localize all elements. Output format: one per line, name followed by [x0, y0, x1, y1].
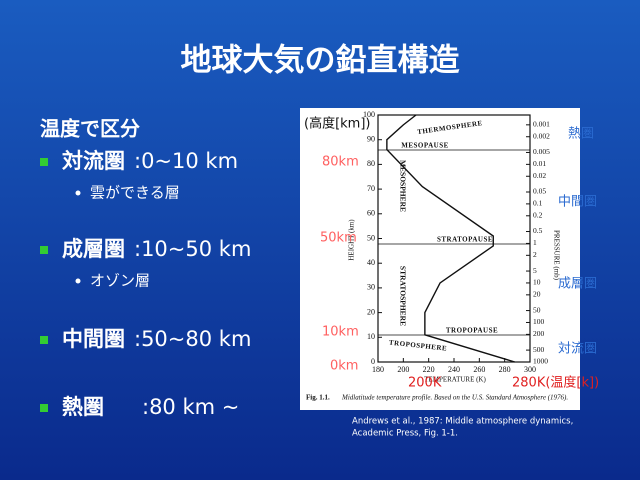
y-tick-label: 50 — [367, 233, 375, 242]
sub-bullet — [75, 190, 81, 196]
annotation: 対流圏 — [558, 342, 597, 357]
item-label: 成層圏 — [62, 237, 125, 261]
caption: Midlatitude temperature profile. Based o… — [341, 394, 568, 402]
item-label: 中間圏 — [62, 327, 125, 351]
bullet — [40, 336, 48, 344]
credit: Academic Press, Fig. 1-1. — [352, 429, 458, 439]
y-tick-label: 30 — [367, 283, 375, 292]
y-tick-label: 100 — [363, 110, 375, 119]
layer-label: STRATOPAUSE — [437, 236, 493, 244]
annotation: 成層圏 — [558, 277, 597, 292]
annotation: (高度[km]) — [304, 116, 370, 132]
y2-tick-label: 0.001 — [533, 120, 550, 129]
x-tick-label: 260 — [473, 365, 485, 374]
annotation: 中間圏 — [558, 195, 597, 210]
y2-tick-label: 0.05 — [533, 187, 546, 196]
x-tick-label: 180 — [372, 365, 384, 374]
y2-tick-label: 500 — [533, 345, 545, 354]
item-value: :80 km ~ — [142, 395, 239, 419]
layer-label: TROPOPAUSE — [446, 327, 498, 335]
bullet — [40, 158, 48, 166]
x-tick-label: 200 — [397, 365, 409, 374]
y2-tick-label: 0.005 — [533, 147, 550, 156]
bullet — [40, 404, 48, 412]
annotation: 200K — [408, 376, 442, 391]
x-axis-label: TEMPERATURE (K) — [424, 376, 486, 384]
annotation: 50km — [320, 231, 357, 246]
x-tick-label: 280 — [499, 365, 511, 374]
y-tick-label: 20 — [367, 307, 375, 316]
item-label: 対流圏 — [62, 149, 125, 173]
y2-tick-label: 1000 — [533, 357, 548, 366]
x-tick-label: 300 — [524, 365, 536, 374]
credit: Andrews et al., 1987: Middle atmosphere … — [352, 417, 573, 427]
temperature-profile — [386, 114, 516, 363]
item-label: 熱圏 — [62, 395, 104, 419]
y-tick-label: 90 — [367, 135, 375, 144]
annotation: 0km — [330, 359, 358, 374]
annotation: 熱圏 — [568, 127, 594, 142]
list-heading: 温度で区分 — [40, 117, 140, 141]
y-axis-label: HEIGHT (km) — [348, 219, 356, 261]
layer-label: MESOPAUSE — [401, 142, 449, 150]
x-tick-label: 240 — [448, 365, 460, 374]
y2-tick-label: 20 — [533, 290, 541, 299]
item-value: :10~50 km — [134, 237, 251, 261]
sub-item: オゾン層 — [90, 272, 150, 290]
annotation: 280K(温度[k]) — [512, 375, 599, 391]
y2-tick-label: 2 — [533, 250, 537, 259]
sub-item: 雲ができる層 — [90, 184, 180, 202]
figure-box — [300, 108, 580, 410]
y-tick-label: 60 — [367, 209, 375, 218]
item-value: :0~10 km — [134, 149, 238, 173]
annotation: 10km — [322, 325, 359, 340]
y2-tick-label: 200 — [533, 329, 545, 338]
y2-tick-label: 1 — [533, 238, 537, 247]
y-tick-label: 80 — [367, 159, 375, 168]
sub-bullet — [75, 278, 81, 284]
y-tick-label: 10 — [367, 332, 375, 341]
slide-title: 地球大気の鉛直構造 — [181, 43, 460, 79]
bullet — [40, 246, 48, 254]
layer-label: MESOSPHERE — [398, 160, 407, 212]
y-tick-label: 40 — [367, 258, 375, 267]
y-tick-label: 70 — [367, 184, 375, 193]
y2-tick-label: 0.5 — [533, 226, 543, 235]
item-value: :50~80 km — [134, 327, 251, 351]
y2-tick-label: 100 — [533, 317, 545, 326]
layer-label: STRATOSPHERE — [398, 266, 407, 326]
x-tick-label: 220 — [423, 365, 435, 374]
y2-axis-label: PRESSURE (mb) — [552, 230, 560, 281]
y2-tick-label: 5 — [533, 266, 537, 275]
y2-tick-label: 0.01 — [533, 159, 546, 168]
y2-tick-label: 0.2 — [533, 211, 543, 220]
y2-tick-label: 50 — [533, 305, 541, 314]
y2-tick-label: 0.1 — [533, 199, 543, 208]
y-tick-label: 0 — [371, 357, 375, 366]
caption-lead: Fig. 1.1. — [306, 394, 330, 402]
y2-tick-label: 10 — [533, 278, 541, 287]
y2-tick-label: 0.002 — [533, 131, 550, 140]
annotation: 80km — [322, 155, 359, 170]
y2-tick-label: 0.02 — [533, 171, 546, 180]
